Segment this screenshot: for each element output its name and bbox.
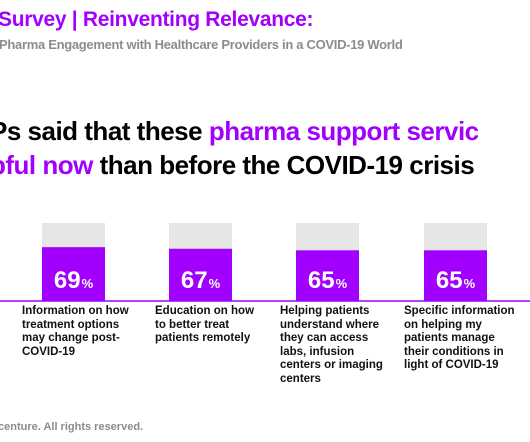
data-label: 65% bbox=[308, 267, 348, 294]
category-label: Education on how to better treat patient… bbox=[155, 305, 255, 344]
category-label: Specific information on helping my patie… bbox=[404, 305, 515, 371]
bar bbox=[424, 250, 487, 301]
headline-line-2: pful now than before the COVID-19 crisis bbox=[0, 150, 475, 181]
data-label: 65% bbox=[436, 267, 476, 294]
headline-line-2-text: than before the COVID-19 crisis bbox=[92, 150, 475, 180]
bar bbox=[42, 247, 105, 301]
data-label: 69% bbox=[54, 267, 94, 294]
headline-line-1-highlight: pharma support servic bbox=[208, 116, 479, 146]
bar bbox=[169, 248, 232, 301]
data-label: 67% bbox=[181, 267, 221, 294]
header-subtitle: Pharma Engagement with Healthcare Provid… bbox=[0, 37, 403, 52]
bar bbox=[296, 250, 359, 301]
headline-line-1-text: Ps said that these bbox=[0, 116, 209, 146]
header-title: Survey | Reinventing Relevance: bbox=[0, 8, 314, 31]
headline-line-2-highlight: pful now bbox=[0, 150, 93, 180]
category-label: Information on how treatment options may… bbox=[22, 305, 129, 358]
category-label: Helping patients understand where they c… bbox=[280, 305, 383, 385]
footer-copyright: centure. All rights reserved. bbox=[0, 421, 144, 433]
headline-line-1: Ps said that these pharma support servic bbox=[0, 116, 479, 147]
